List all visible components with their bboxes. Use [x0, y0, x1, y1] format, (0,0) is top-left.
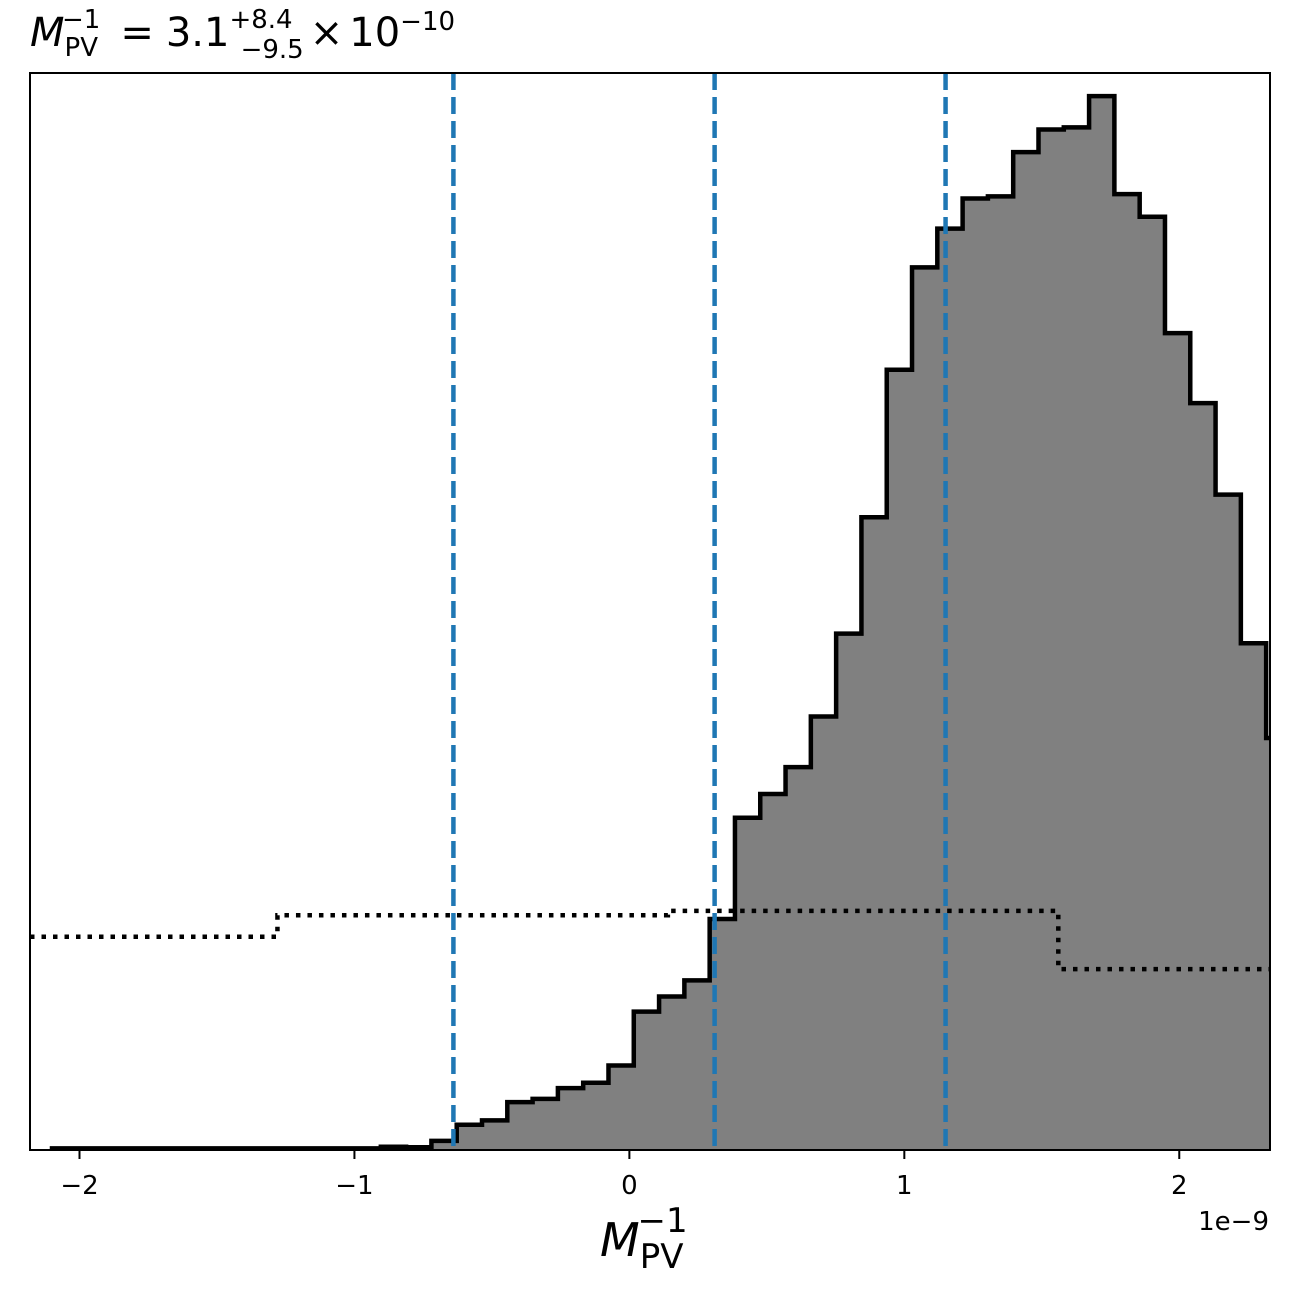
x-axis-offset-text: 1e−9: [1198, 1207, 1269, 1237]
histogram-bin: [1063, 127, 1090, 1150]
histogram-bin: [1215, 494, 1242, 1150]
histogram-bin: [785, 767, 812, 1150]
histogram-bin: [1190, 403, 1217, 1150]
histogram-bin: [1240, 643, 1267, 1150]
title-subscript: PV: [65, 33, 99, 63]
histogram-bin: [1114, 194, 1141, 1150]
histogram-bin: [810, 716, 837, 1150]
histogram-bin: [456, 1124, 483, 1150]
plot-frame: [29, 72, 1271, 1151]
histogram-bin: [937, 228, 964, 1150]
x-tick-label: 2: [1171, 1171, 1188, 1201]
title-value: 3.1: [166, 10, 230, 56]
histogram-bin: [684, 980, 711, 1150]
histogram-bin: [583, 1082, 610, 1150]
histogram-bin: [886, 369, 913, 1150]
histogram-bin: [1038, 129, 1065, 1150]
histogram-bin: [861, 517, 888, 1150]
histogram-bin: [1013, 152, 1040, 1150]
xlabel-subscript: PV: [640, 1237, 684, 1277]
histogram-bin: [836, 633, 863, 1150]
x-axis-label: MPV−1: [600, 1201, 688, 1277]
histogram-bin: [1139, 216, 1166, 1150]
xlabel-symbol: M: [600, 1213, 640, 1267]
title-exponent: −10: [400, 7, 455, 37]
title-symbol: M: [30, 10, 65, 56]
title-upper-error: +8.4: [229, 5, 292, 35]
histogram-bin: [760, 794, 787, 1150]
title-times: ×: [310, 10, 344, 56]
histogram-bin: [1266, 738, 1270, 1150]
histogram-bin: [557, 1088, 584, 1150]
histogram-bin: [431, 1140, 458, 1150]
x-tick-label: 1: [896, 1171, 913, 1201]
title-superscript: −1: [62, 5, 100, 35]
histogram-bin: [659, 996, 685, 1150]
histogram-outline: [49, 93, 1270, 1150]
prior-step-line: [30, 908, 1270, 972]
histogram-bin: [987, 196, 1014, 1150]
title-lower-error: −9.5: [241, 35, 304, 65]
histogram-bin: [912, 267, 938, 1150]
histogram-bin: [734, 817, 761, 1150]
histogram-bin: [482, 1120, 508, 1150]
x-tick-label: −1: [335, 1171, 373, 1201]
title-equals: =: [120, 10, 154, 56]
histogram-bin: [962, 198, 989, 1150]
chart-title: MPV−1 = 3.1+8.4 −9.5 × 10−10: [30, 5, 455, 65]
histogram-bin: [1164, 333, 1191, 1150]
title-base: 10: [349, 10, 400, 56]
x-tick-label: −2: [60, 1171, 98, 1201]
xlabel-superscript: −1: [637, 1201, 687, 1241]
histogram-bin: [633, 1011, 660, 1150]
histogram-bin: [507, 1102, 534, 1150]
histogram-bin: [532, 1098, 559, 1150]
histogram-bin: [608, 1065, 635, 1150]
x-tick-label: 0: [621, 1171, 638, 1201]
histogram-bin: [1089, 96, 1115, 1150]
